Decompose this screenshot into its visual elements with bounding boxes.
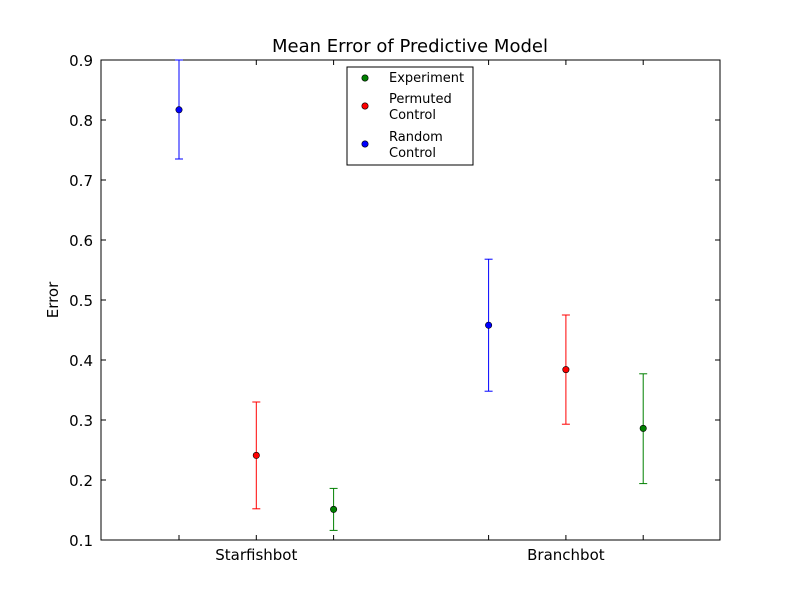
y-tick-label: 0.1: [69, 532, 93, 550]
legend-label: Experiment: [389, 71, 464, 86]
data-point: [330, 505, 338, 513]
legend-marker: [361, 74, 369, 82]
plot-area: 0.1 0.2 0.3 0.4 0.5 0.6 0.7 0.8 0.9 Starfishbot Br…: [69, 52, 721, 564]
y-tick-label: 0.9: [69, 52, 93, 70]
x-category-label: Starfishbot: [215, 546, 297, 564]
legend: Experiment Permuted Control Random Control: [346, 66, 474, 166]
data-point: [639, 424, 647, 432]
legend-label: Permuted Control: [389, 92, 452, 123]
legend-box: [346, 66, 474, 166]
data-point: [175, 106, 183, 114]
y-tick-label: 0.7: [69, 172, 93, 190]
y-axis-label: Error: [44, 281, 62, 318]
data-point: [562, 366, 570, 374]
data-point: [252, 451, 260, 459]
data-point: [485, 321, 493, 329]
x-category-label: Branchbot: [527, 546, 605, 564]
y-tick-label: 0.4: [69, 352, 93, 370]
chart-title: Mean Error of Predictive Model: [272, 36, 548, 57]
y-tick-label: 0.8: [69, 112, 93, 130]
legend-marker: [361, 102, 369, 110]
y-tick-label: 0.5: [69, 292, 93, 310]
y-tick-label: 0.3: [69, 412, 93, 430]
y-tick-label: 0.6: [69, 232, 93, 250]
legend-marker: [361, 140, 369, 148]
y-tick-label: 0.2: [69, 472, 93, 490]
legend-label: Random Control: [389, 130, 443, 161]
